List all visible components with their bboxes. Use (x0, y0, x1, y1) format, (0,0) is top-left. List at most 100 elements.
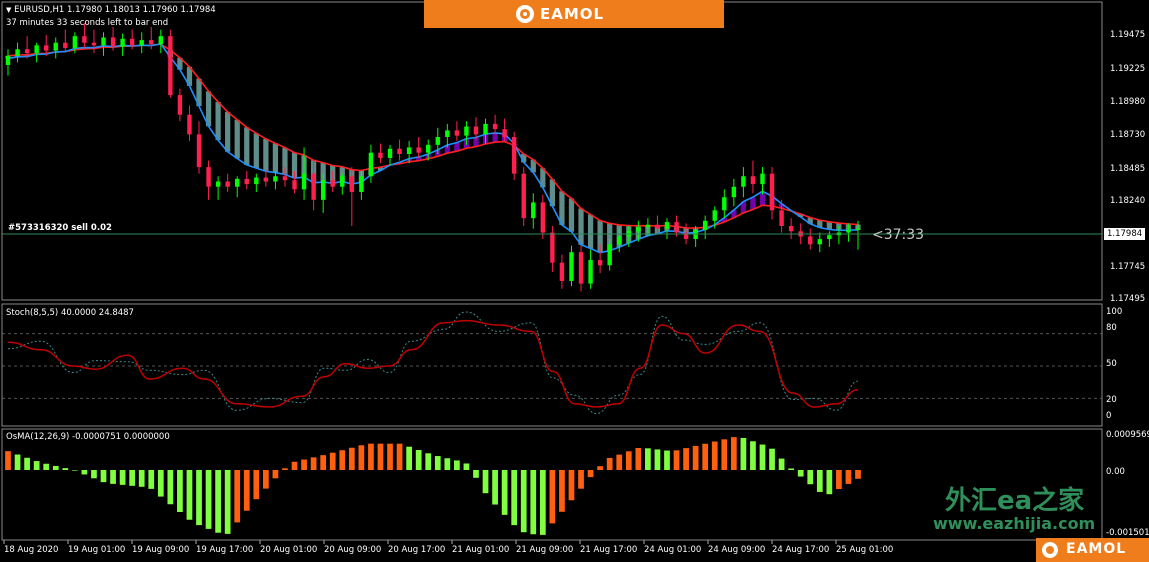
time-tick: 21 Aug 09:00 (516, 545, 574, 555)
stochastic-panel (2, 311, 1102, 415)
candle-body (788, 226, 794, 232)
candle-body (15, 49, 20, 56)
time-tick: 20 Aug 09:00 (324, 545, 382, 555)
candle-body (617, 236, 622, 245)
slow-ma-line (7, 43, 859, 229)
candle-body (244, 178, 249, 185)
candle-body (254, 177, 259, 185)
stoch-signal-line (7, 311, 859, 415)
candle-body (502, 129, 507, 137)
candle-body (731, 186, 737, 198)
bar-timer-text: 37 minutes 33 seconds left to bar end (6, 18, 169, 28)
time-tick: 20 Aug 17:00 (388, 545, 446, 555)
banner-logo-text: EAMOL (540, 5, 605, 23)
candle-body (63, 42, 68, 48)
candle-body (540, 202, 546, 233)
candle-body (34, 45, 39, 54)
stoch-header: Stoch(8,5,5) 40.0000 24.8487 (6, 308, 134, 318)
candle-body (158, 36, 164, 45)
candle-body (235, 178, 240, 187)
candle-body (53, 42, 58, 51)
candle-body (636, 227, 641, 232)
osma-tick: 0.00 (1106, 467, 1125, 477)
stoch-main-line (7, 319, 859, 408)
time-tick: 24 Aug 01:00 (644, 545, 702, 555)
time-tick: 21 Aug 01:00 (452, 545, 510, 555)
candle-body (206, 167, 211, 187)
candle-body (72, 36, 78, 48)
candle-body (817, 239, 822, 245)
candle-body (129, 38, 135, 46)
price-tick: 1.18980 (1110, 97, 1146, 107)
candle-body (473, 126, 479, 135)
candle-body (168, 36, 173, 96)
candle-body (292, 180, 297, 190)
price-tick: 1.19225 (1110, 64, 1146, 74)
candle-body (340, 176, 345, 187)
axes (1, 1, 1103, 544)
candle-body (607, 244, 612, 266)
time-tick: 19 Aug 01:00 (68, 545, 126, 555)
candle-body (483, 123, 488, 135)
candle-body (359, 176, 364, 192)
candle-body (263, 177, 269, 182)
main-price-panel (2, 23, 1102, 292)
stoch-tick: 80 (1106, 323, 1117, 333)
candle-body (368, 152, 374, 177)
time-tick: 20 Aug 01:00 (260, 545, 318, 555)
time-tick: 19 Aug 17:00 (196, 545, 254, 555)
candle-body (149, 40, 154, 45)
candle-body (330, 180, 335, 187)
candle-body (349, 176, 355, 192)
countdown-text: <37:33 (872, 227, 925, 243)
candle-body (511, 136, 517, 174)
candle-body (664, 222, 670, 229)
candle-body (139, 40, 144, 46)
time-tick: 21 Aug 17:00 (580, 545, 638, 555)
candle-body (215, 181, 221, 187)
eamol-logo-icon (516, 5, 534, 23)
candle-body (320, 180, 326, 200)
osma-tick: 0.0009569 (1106, 430, 1149, 440)
price-tick: 1.17745 (1110, 262, 1146, 272)
candle-body (722, 197, 727, 211)
candle-body (531, 202, 536, 219)
candle-body (5, 55, 11, 65)
candle-body (550, 232, 555, 263)
candle-body (177, 95, 183, 115)
collapse-triangle-icon[interactable]: ▼ (6, 6, 12, 14)
current-price-box: 1.17984 (1104, 228, 1146, 240)
candle-body (702, 220, 708, 230)
candle-body (674, 222, 679, 233)
candle-body (683, 232, 689, 240)
candle-body (578, 252, 584, 284)
candle-body (282, 176, 288, 181)
candle-body (196, 134, 202, 168)
candle-body (120, 38, 125, 47)
candle-body (846, 229, 851, 233)
candle-body (741, 176, 746, 187)
candle-body (311, 173, 316, 200)
time-tick: 24 Aug 17:00 (772, 545, 830, 555)
stoch-tick: 50 (1106, 359, 1117, 369)
candle-body (445, 130, 450, 137)
time-tick: 24 Aug 09:00 (708, 545, 766, 555)
stoch-frame (1, 303, 1103, 427)
candle-body (24, 49, 30, 54)
candle-body (855, 228, 861, 230)
time-tick: 18 Aug 2020 (4, 545, 59, 555)
candle-body (44, 45, 49, 51)
candle-body (693, 229, 698, 240)
candle-body (82, 36, 87, 43)
candle-body (435, 136, 440, 145)
stoch-tick: 20 (1106, 395, 1117, 405)
osma-frame (1, 428, 1103, 541)
stoch-tick: 0 (1106, 411, 1112, 421)
time-tick: 25 Aug 01:00 (836, 545, 894, 555)
candle-body (406, 147, 412, 154)
candle-body (597, 260, 603, 266)
order-label[interactable]: #573316320 sell 0.02 (8, 223, 112, 233)
candle-body (416, 147, 421, 153)
candle-body (760, 173, 765, 185)
